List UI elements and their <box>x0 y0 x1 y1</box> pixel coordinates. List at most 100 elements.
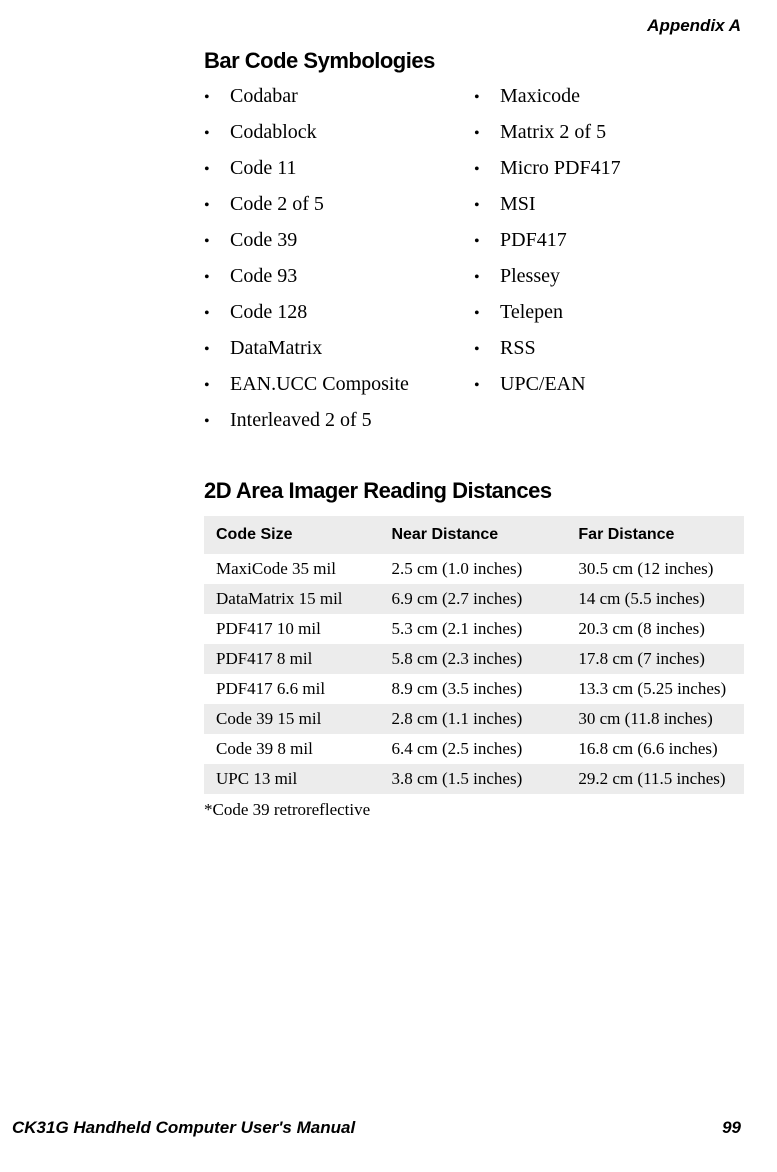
list-item: •Micro PDF417 <box>474 150 744 186</box>
table-head: Code Size Near Distance Far Distance <box>204 516 744 554</box>
cell-near: 5.8 cm (2.3 inches) <box>379 644 566 674</box>
main-content: Bar Code Symbologies •Codabar •Codablock… <box>204 48 744 820</box>
list-item: •Code 39 <box>204 222 474 258</box>
list-item-label: MSI <box>500 194 536 214</box>
symbologies-title: Bar Code Symbologies <box>204 48 744 74</box>
list-item-label: Code 128 <box>230 302 307 322</box>
cell-far: 17.8 cm (7 inches) <box>566 644 744 674</box>
list-item-label: Matrix 2 of 5 <box>500 122 606 142</box>
cell-far: 13.3 cm (5.25 inches) <box>566 674 744 704</box>
cell-far: 14 cm (5.5 inches) <box>566 584 744 614</box>
cell-code-size: PDF417 8 mil <box>204 644 379 674</box>
list-item: •Plessey <box>474 258 744 294</box>
col-header-far-distance: Far Distance <box>566 516 744 554</box>
list-item: •Matrix 2 of 5 <box>474 114 744 150</box>
cell-code-size: UPC 13 mil <box>204 764 379 794</box>
cell-near: 2.5 cm (1.0 inches) <box>379 554 566 584</box>
table-row: Code 39 15 mil 2.8 cm (1.1 inches) 30 cm… <box>204 704 744 734</box>
bullet-icon: • <box>474 126 500 142</box>
list-item-label: Code 93 <box>230 266 297 286</box>
list-item: •Maxicode <box>474 78 744 114</box>
table-footnote: *Code 39 retroreflective <box>204 800 744 820</box>
bullet-icon: • <box>204 270 230 286</box>
list-item: •EAN.UCC Composite <box>204 366 474 402</box>
footer-manual-title: CK31G Handheld Computer User's Manual <box>12 1118 355 1138</box>
symbologies-left-col: •Codabar •Codablock •Code 11 •Code 2 of … <box>204 78 474 438</box>
list-item-label: Maxicode <box>500 86 580 106</box>
list-item: •Codablock <box>204 114 474 150</box>
cell-code-size: PDF417 6.6 mil <box>204 674 379 704</box>
cell-near: 8.9 cm (3.5 inches) <box>379 674 566 704</box>
cell-code-size: Code 39 15 mil <box>204 704 379 734</box>
page: Appendix A Bar Code Symbologies •Codabar… <box>0 0 777 1172</box>
list-item: •Code 128 <box>204 294 474 330</box>
cell-near: 6.9 cm (2.7 inches) <box>379 584 566 614</box>
bullet-icon: • <box>474 90 500 106</box>
list-item-label: PDF417 <box>500 230 567 250</box>
bullet-icon: • <box>204 162 230 178</box>
table-header-row: Code Size Near Distance Far Distance <box>204 516 744 554</box>
cell-near: 5.3 cm (2.1 inches) <box>379 614 566 644</box>
list-item: •DataMatrix <box>204 330 474 366</box>
list-item-label: Codabar <box>230 86 298 106</box>
footer-page-number: 99 <box>722 1118 741 1138</box>
list-item: •Telepen <box>474 294 744 330</box>
col-header-near-distance: Near Distance <box>379 516 566 554</box>
cell-code-size: MaxiCode 35 mil <box>204 554 379 584</box>
list-item-label: RSS <box>500 338 536 358</box>
list-item: •Interleaved 2 of 5 <box>204 402 474 438</box>
bullet-icon: • <box>204 126 230 142</box>
cell-far: 30 cm (11.8 inches) <box>566 704 744 734</box>
bullet-icon: • <box>474 342 500 358</box>
table-body: MaxiCode 35 mil 2.5 cm (1.0 inches) 30.5… <box>204 554 744 794</box>
bullet-icon: • <box>204 414 230 430</box>
list-item-label: Code 11 <box>230 158 296 178</box>
list-item-label: Code 39 <box>230 230 297 250</box>
cell-code-size: PDF417 10 mil <box>204 614 379 644</box>
appendix-header: Appendix A <box>647 16 741 36</box>
table-row: Code 39 8 mil 6.4 cm (2.5 inches) 16.8 c… <box>204 734 744 764</box>
list-item-label: Telepen <box>500 302 563 322</box>
bullet-icon: • <box>474 270 500 286</box>
symbologies-left-list: •Codabar •Codablock •Code 11 •Code 2 of … <box>204 78 474 438</box>
distances-title: 2D Area Imager Reading Distances <box>204 478 744 504</box>
cell-near: 6.4 cm (2.5 inches) <box>379 734 566 764</box>
list-item-label: Plessey <box>500 266 560 286</box>
bullet-icon: • <box>474 162 500 178</box>
symbologies-right-list: •Maxicode •Matrix 2 of 5 •Micro PDF417 •… <box>474 78 744 402</box>
col-header-code-size: Code Size <box>204 516 379 554</box>
list-item-label: EAN.UCC Composite <box>230 374 409 394</box>
cell-far: 29.2 cm (11.5 inches) <box>566 764 744 794</box>
table-row: PDF417 6.6 mil 8.9 cm (3.5 inches) 13.3 … <box>204 674 744 704</box>
bullet-icon: • <box>204 198 230 214</box>
table-row: DataMatrix 15 mil 6.9 cm (2.7 inches) 14… <box>204 584 744 614</box>
list-item: •Code 11 <box>204 150 474 186</box>
distances-section: 2D Area Imager Reading Distances Code Si… <box>204 478 744 820</box>
bullet-icon: • <box>204 234 230 250</box>
cell-code-size: Code 39 8 mil <box>204 734 379 764</box>
bullet-icon: • <box>204 342 230 358</box>
list-item: •MSI <box>474 186 744 222</box>
list-item-label: DataMatrix <box>230 338 322 358</box>
symbologies-right-col: •Maxicode •Matrix 2 of 5 •Micro PDF417 •… <box>474 78 744 438</box>
bullet-icon: • <box>204 90 230 106</box>
cell-near: 3.8 cm (1.5 inches) <box>379 764 566 794</box>
list-item: •Code 2 of 5 <box>204 186 474 222</box>
list-item-label: Code 2 of 5 <box>230 194 324 214</box>
bullet-icon: • <box>204 378 230 394</box>
bullet-icon: • <box>474 378 500 394</box>
bullet-icon: • <box>474 198 500 214</box>
bullet-icon: • <box>474 234 500 250</box>
list-item-label: UPC/EAN <box>500 374 586 394</box>
list-item-label: Micro PDF417 <box>500 158 621 178</box>
cell-far: 30.5 cm (12 inches) <box>566 554 744 584</box>
bullet-icon: • <box>474 306 500 322</box>
list-item: •Code 93 <box>204 258 474 294</box>
list-item-label: Interleaved 2 of 5 <box>230 410 372 430</box>
list-item: •RSS <box>474 330 744 366</box>
symbologies-columns: •Codabar •Codablock •Code 11 •Code 2 of … <box>204 78 744 438</box>
table-row: PDF417 8 mil 5.8 cm (2.3 inches) 17.8 cm… <box>204 644 744 674</box>
list-item-label: Codablock <box>230 122 317 142</box>
table-row: UPC 13 mil 3.8 cm (1.5 inches) 29.2 cm (… <box>204 764 744 794</box>
distances-table: Code Size Near Distance Far Distance Max… <box>204 516 744 794</box>
